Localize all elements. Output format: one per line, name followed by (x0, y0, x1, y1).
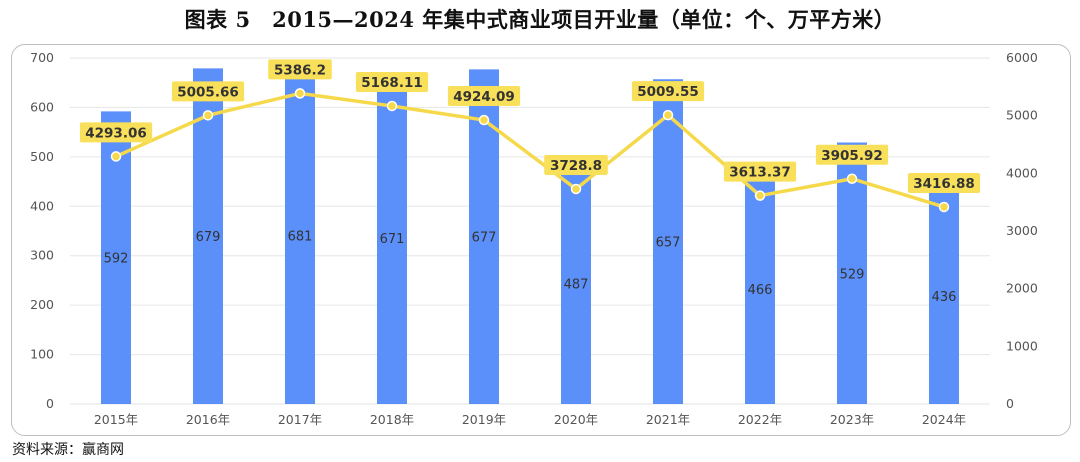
bar (929, 188, 959, 404)
line-point (570, 183, 582, 195)
x-tick-label: 2023年 (830, 412, 874, 427)
left-tick-label: 200 (30, 297, 54, 312)
line-point (386, 100, 398, 112)
left-tick-label: 400 (30, 198, 54, 213)
line-label-box (355, 71, 429, 92)
line-label-box (907, 172, 981, 193)
line-point (754, 190, 766, 201)
bar-label: 436 (932, 290, 957, 305)
bar (193, 68, 223, 404)
bar (745, 173, 775, 404)
line-label-box (815, 144, 889, 165)
right-tick-label: 0 (1006, 396, 1014, 411)
line-path (115, 91, 945, 209)
line-label-box (631, 81, 705, 102)
left-tick-label: 0 (46, 396, 54, 411)
bar-label: 466 (748, 283, 773, 298)
right-tick-label: 3000 (1006, 223, 1038, 238)
line-label: 3416.88 (913, 176, 975, 192)
left-tick-label: 600 (30, 99, 54, 114)
bar-series (101, 67, 959, 405)
line-label-box (544, 154, 608, 175)
x-tick-label: 2020年 (554, 412, 598, 427)
line-label: 5168.11 (361, 75, 423, 91)
line-label-box (723, 161, 797, 182)
line-label: 3728.8 (550, 158, 602, 174)
line-labels: 4293.06 5005.66 5386.2 5168.11 4924.09 3728.8… (79, 59, 981, 193)
line-label: 3613.37 (729, 165, 791, 181)
bar-label: 657 (656, 236, 681, 251)
x-tick-label: 2024年 (922, 412, 966, 427)
bar (837, 142, 867, 404)
x-tick-label: 2018年 (370, 412, 414, 427)
line-label: 5386.2 (274, 62, 326, 78)
x-tick-label: 2016年 (186, 412, 230, 427)
right-axis-ticks: 0 1000 2000 3000 4000 5000 6000 (1006, 50, 1038, 411)
line-label-box (171, 81, 245, 102)
bar-label: 592 (104, 252, 129, 267)
bar-label: 677 (472, 231, 497, 246)
line-point (662, 109, 674, 121)
right-tick-label: 4000 (1006, 165, 1038, 180)
right-tick-label: 5000 (1006, 108, 1038, 123)
line-label: 3905.92 (821, 148, 883, 164)
left-tick-label: 300 (30, 248, 54, 263)
chart-title: 图表 5 2015—2024 年集中式商业项目开业量（单位：个、万平方米） (184, 7, 896, 32)
bar (561, 163, 591, 404)
left-tick-label: 700 (30, 50, 54, 65)
line-point (294, 88, 306, 99)
line-label-box (79, 122, 153, 143)
line-series (110, 88, 950, 213)
line-label: 4293.06 (85, 125, 147, 141)
bar (285, 67, 315, 405)
bar (377, 72, 407, 404)
x-tick-label: 2019年 (462, 412, 506, 427)
right-tick-label: 2000 (1006, 281, 1038, 296)
bar (653, 79, 683, 405)
line-label: 4924.09 (453, 89, 515, 105)
right-tick-label: 1000 (1006, 338, 1038, 353)
bar-label: 671 (380, 232, 405, 247)
left-tick-label: 100 (30, 347, 54, 362)
bar-label: 487 (564, 278, 589, 293)
source-note: 资料来源：赢商网 (12, 442, 124, 458)
right-tick-label: 6000 (1006, 50, 1038, 65)
line-label-box (268, 59, 332, 80)
line-point (478, 114, 490, 126)
line-point (202, 110, 214, 121)
x-tick-label: 2015年 (94, 412, 138, 427)
line-point (938, 201, 950, 213)
x-tick-label: 2021年 (646, 412, 690, 427)
x-tick-label: 2017年 (278, 412, 322, 427)
left-axis-ticks: 0 100 200 300 400 500 600 700 (30, 50, 54, 411)
bar-label: 529 (840, 267, 865, 282)
bar-label: 679 (196, 230, 221, 245)
bar-labels: 592 679 681 671 677 487 657 466 529 436 (104, 230, 957, 306)
left-tick-label: 500 (30, 149, 54, 164)
bar-label: 681 (288, 230, 313, 245)
x-axis-ticks: 2015年 2016年 2017年 2018年 2019年 2020年 2021年 2022年… (94, 412, 966, 427)
line-label: 5005.66 (177, 84, 239, 100)
x-tick-label: 2022年 (738, 412, 782, 427)
chart-frame (11, 44, 1071, 436)
line-point (110, 151, 122, 162)
line-label-box (447, 86, 521, 107)
line-label: 5009.55 (637, 84, 699, 100)
line-point (846, 173, 858, 185)
